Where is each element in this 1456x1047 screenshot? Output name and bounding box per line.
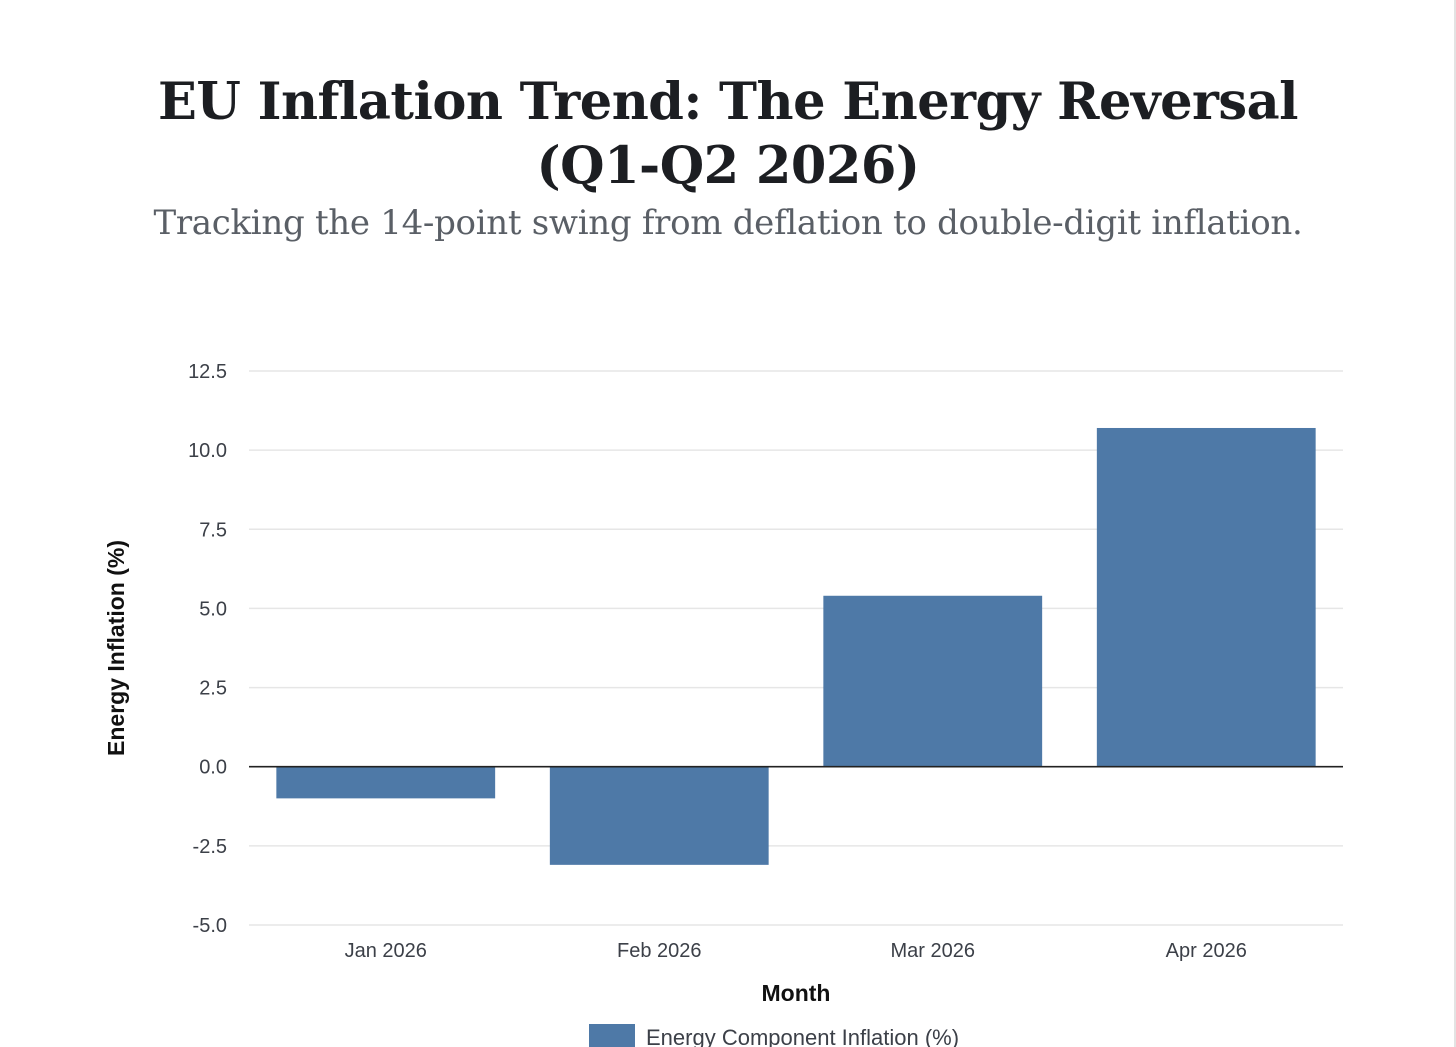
y-tick-label: 5.0 xyxy=(199,598,227,620)
y-tick-label: 2.5 xyxy=(199,678,227,700)
chart-subtitle: Tracking the 14-point swing from deflati… xyxy=(153,203,1303,243)
bar-mar-2026[interactable] xyxy=(823,595,1043,767)
y-tick-label: 12.5 xyxy=(188,361,227,383)
bar-jan-2026[interactable] xyxy=(276,766,496,799)
bars xyxy=(276,427,1316,865)
chart-title: EU Inflation Trend: The Energy Reversal … xyxy=(157,72,1299,196)
y-tick-label: 7.5 xyxy=(199,519,227,541)
y-axis-title: Energy Inflation (%) xyxy=(103,540,129,756)
bar-feb-2026[interactable] xyxy=(549,766,769,865)
x-tick-label: Apr 2026 xyxy=(1166,940,1247,962)
y-tick-label: -5.0 xyxy=(193,915,227,937)
legend[interactable]: Energy Component Inflation (%) xyxy=(589,1024,959,1047)
y-tick-label: 10.0 xyxy=(188,440,227,462)
x-tick-label: Feb 2026 xyxy=(617,940,702,962)
legend-swatch xyxy=(589,1024,635,1047)
x-axis-title: Month xyxy=(762,980,831,1006)
right-edge-rule xyxy=(1454,0,1456,1047)
x-tick-label: Jan 2026 xyxy=(345,940,427,962)
bar-apr-2026[interactable] xyxy=(1096,427,1316,767)
legend-label: Energy Component Inflation (%) xyxy=(646,1025,959,1047)
x-tick-label: Mar 2026 xyxy=(891,940,976,962)
y-tick-label: -2.5 xyxy=(193,836,227,858)
axes: -5.0 -2.5 0.0 2.5 5.0 7.5 10.0 12.5 Jan 2026 Feb … xyxy=(188,361,1343,962)
y-tick-label: 0.0 xyxy=(199,757,227,779)
